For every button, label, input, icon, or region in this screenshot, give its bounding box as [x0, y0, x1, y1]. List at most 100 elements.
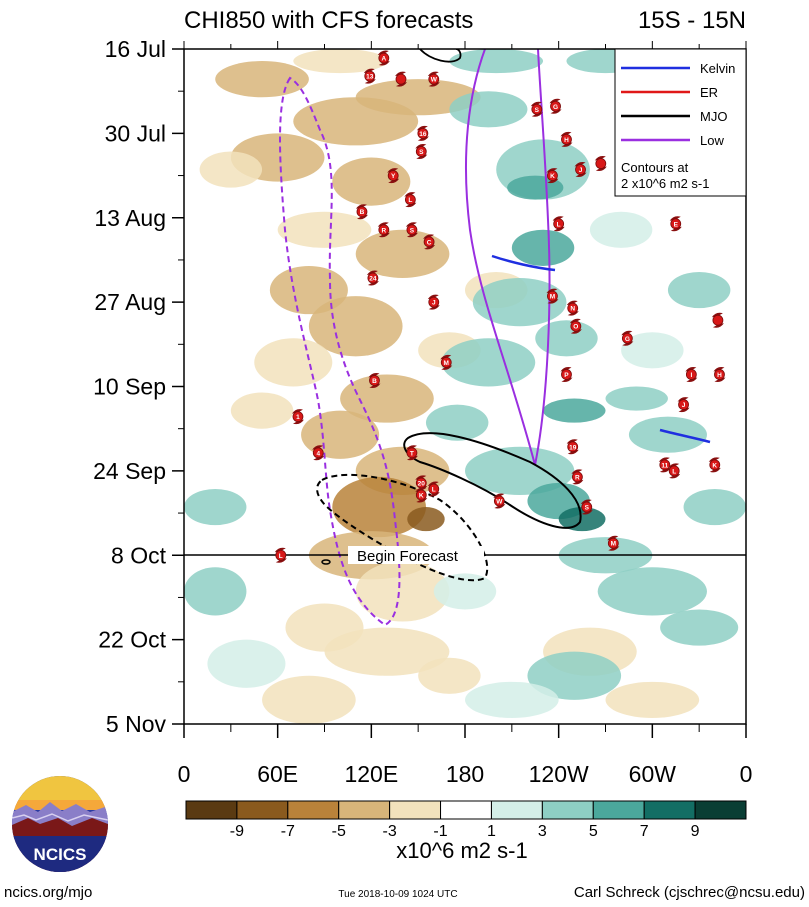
colorbar-box	[592, 800, 645, 820]
storm-marker: N	[566, 300, 579, 316]
anomaly-patch	[605, 386, 668, 411]
chart-latitude-band: 15S - 15N	[638, 7, 746, 34]
storm-marker-dot	[553, 218, 565, 230]
anomaly-patch	[332, 157, 411, 206]
storm-marker: M	[607, 535, 620, 551]
storm-marker-label: S	[419, 149, 424, 156]
storm-marker-label: E	[674, 221, 679, 228]
storm-marker-dot	[417, 127, 429, 139]
storm-marker-dot	[678, 399, 689, 410]
storm-marker-label: 19	[569, 444, 577, 451]
storm-marker-label: B	[372, 378, 377, 385]
storm-marker-dot	[378, 224, 390, 236]
storm-marker-dot	[395, 73, 407, 85]
storm-marker-label: K	[550, 173, 555, 180]
storm-marker: W	[427, 71, 440, 87]
anomaly-patch	[262, 675, 356, 724]
storm-marker: K	[546, 168, 559, 184]
colorbar-box	[694, 800, 747, 820]
storm-marker-label: L	[672, 468, 676, 475]
storm-marker-dot	[561, 134, 572, 145]
storm-marker: L	[404, 192, 417, 208]
storm-marker: L	[668, 463, 681, 479]
storm-marker: C	[423, 234, 436, 250]
storm-marker-label: K	[419, 492, 424, 499]
storm-marker-label: S	[410, 227, 415, 234]
storm-marker: S	[415, 143, 428, 159]
legend-note-line1: Contours at	[621, 160, 689, 175]
anomaly-patch	[230, 392, 294, 429]
storm-marker-label: L	[279, 553, 283, 560]
logo-text: NCICS	[34, 845, 87, 864]
storm-marker: S	[580, 499, 593, 515]
storm-marker: H	[713, 366, 726, 382]
anomaly-patch	[355, 229, 450, 279]
anomaly-patch	[293, 49, 387, 74]
anomaly-patch	[628, 416, 707, 453]
anomaly-patch	[332, 476, 426, 538]
colorbar-label: 3	[538, 823, 547, 840]
storm-marker: 1	[291, 409, 304, 425]
storm-marker-label: R	[575, 474, 580, 481]
storm-marker: J	[427, 294, 440, 310]
anomaly-patch	[425, 404, 489, 441]
footer-timestamp: Tue 2018-10-09 1024 UTC	[338, 889, 457, 900]
anomaly-patch	[472, 278, 567, 327]
anomaly-patch	[449, 49, 544, 74]
x-tick-label: 60W	[629, 761, 677, 787]
footer-url: ncics.org/mjo	[4, 884, 92, 901]
legend-label: Kelvin	[700, 61, 735, 76]
storm-marker-label: J	[579, 167, 583, 174]
storm-marker: H	[560, 131, 573, 147]
storm-marker-dot	[415, 146, 427, 157]
storm-marker-dot	[659, 459, 671, 471]
y-tick-label: 30 Jul	[105, 120, 166, 146]
storm-marker-label: A	[381, 56, 386, 63]
y-tick-label: 13 Aug	[94, 205, 166, 231]
colorbar-units: x10^6 m2 s-1	[396, 838, 527, 863]
storm-marker: I	[685, 366, 698, 382]
storm-marker-dot	[364, 70, 376, 82]
storm-marker-dot	[275, 549, 287, 561]
anomaly-patch	[558, 507, 606, 532]
storm-marker-dot	[531, 103, 543, 115]
storm-markers: A 13 W 16 S Y L B R S C 24 J M B 1 4 T 20 K L W L G S H J K L E M N O G P I…	[274, 50, 726, 563]
storm-marker: K	[708, 457, 721, 473]
anomaly-patch	[184, 567, 247, 616]
y-tick-label: 22 Oct	[98, 627, 166, 653]
storm-marker: 4	[312, 445, 325, 461]
storm-marker: R	[377, 222, 390, 238]
colorbar-box	[185, 800, 238, 820]
anomaly-patch	[199, 151, 263, 188]
footer-author: Carl Schreck (cjschrec@ncsu.edu)	[574, 884, 805, 901]
forecast-label-bg	[348, 546, 484, 564]
low-contour-west	[279, 76, 401, 627]
legend-label: MJO	[700, 109, 727, 124]
storm-marker: L	[427, 481, 440, 497]
anomaly-patch	[507, 175, 564, 200]
storm-marker-dot	[561, 369, 572, 380]
anomaly-patch	[527, 651, 622, 700]
storm-marker-label: 13	[366, 74, 374, 81]
anomaly-patch	[597, 567, 707, 616]
storm-marker-label: H	[717, 372, 722, 379]
storm-marker-label: B	[360, 209, 365, 216]
anomaly-patch	[683, 488, 746, 526]
anomaly-patch	[355, 561, 450, 622]
storm-marker-label: L	[557, 221, 561, 228]
storm-marker: T	[405, 445, 418, 461]
y-tick-label: 16 Jul	[105, 36, 166, 62]
storm-marker-label: M	[611, 541, 616, 548]
storm-marker: K	[415, 487, 428, 503]
anomaly-patch	[441, 338, 536, 387]
storm-marker-dot	[547, 170, 558, 181]
colorbar-box	[338, 800, 391, 820]
legend-note-line2: 2 x10^6 m2 s-1	[621, 176, 709, 191]
anomaly-patch	[543, 398, 606, 423]
anomaly-patch	[308, 296, 403, 357]
storm-marker: S	[405, 222, 418, 238]
storm-marker-dot	[567, 302, 579, 314]
storm-marker-label: H	[564, 137, 569, 144]
storm-marker: R	[571, 469, 584, 485]
colorbar-box	[389, 800, 442, 820]
